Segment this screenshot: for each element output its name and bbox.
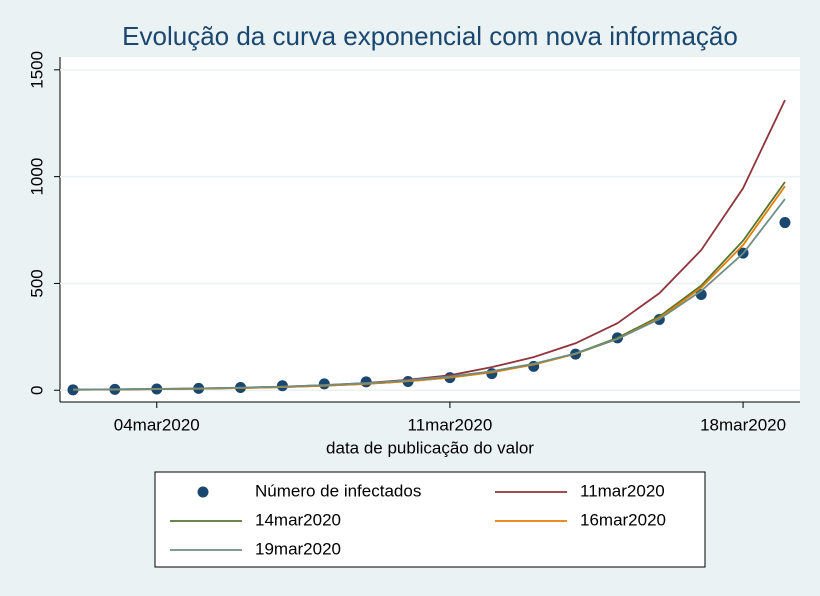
series-line [72,198,786,391]
y-tick-label: 1000 [27,158,46,196]
y-tick-label: 1500 [27,51,46,89]
legend-label: Número de infectados [255,481,421,500]
x-tick-label: 18mar2020 [700,415,786,434]
chart-title: Evolução da curva exponencial com nova i… [122,21,738,51]
legend-label: 19mar2020 [255,539,341,558]
y-tick-label: 500 [27,269,46,297]
legend [154,471,706,568]
data-point [779,217,791,229]
legend-marker [197,486,209,498]
legend-label: 11mar2020 [580,481,665,500]
x-axis-title: data de publicação do valor [326,438,534,457]
legend-label: 16mar2020 [580,510,666,529]
data-point [318,378,330,390]
y-tick-label: 0 [27,386,46,395]
x-tick-label: 11mar2020 [408,415,493,434]
x-tick-label: 04mar2020 [114,415,200,434]
legend-label: 14mar2020 [255,510,341,529]
plot-area [60,57,800,402]
data-point [67,384,79,396]
